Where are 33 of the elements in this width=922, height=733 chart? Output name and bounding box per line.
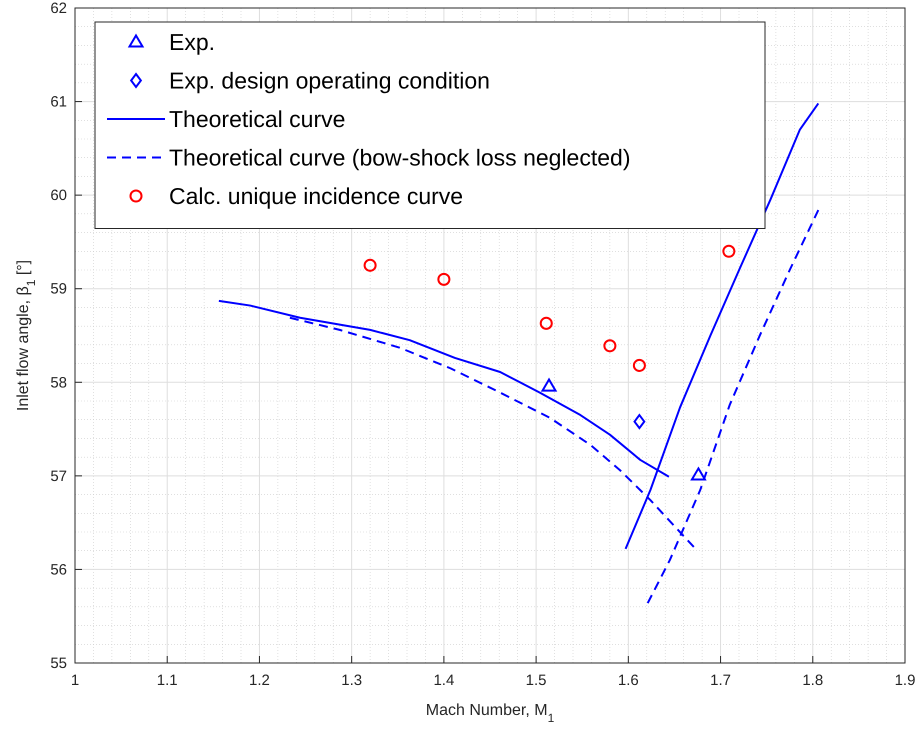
x-tick-label: 1.3 (341, 672, 362, 689)
point (603, 339, 616, 352)
x-tick-label: 1.7 (710, 672, 731, 689)
x-axis-title: Mach Number, M$_{1}$ (426, 702, 555, 725)
legend-label: Theoretical curve (169, 106, 346, 132)
point (542, 378, 557, 392)
x-tick-label: 1.8 (802, 672, 824, 689)
x-tick-label: 1.2 (249, 672, 270, 689)
x-tick-label: 1.6 (618, 672, 639, 689)
y-tick-label: 62 (50, 0, 67, 17)
x-tick-label: 1.5 (526, 672, 547, 689)
x-tick-label: 1.1 (156, 672, 178, 689)
legend-label: Calc. unique incidence curve (169, 183, 464, 209)
point (634, 414, 646, 430)
legend-label: Exp. design operating condition (169, 68, 490, 94)
y-tick-label: 60 (50, 187, 67, 204)
point (722, 244, 736, 258)
point (437, 272, 450, 286)
point (364, 258, 377, 272)
y-tick-label: 57 (50, 468, 67, 485)
x-tick-label: 1.4 (433, 672, 454, 689)
x-tick-label: 1.9 (894, 672, 916, 689)
point (632, 358, 646, 372)
y-tick-label: 61 (50, 94, 67, 111)
legend-label: Exp. (169, 29, 216, 55)
y-tick-label: 59 (50, 280, 67, 298)
y-tick-label: 55 (50, 655, 67, 672)
x-tick-label: 1 (70, 672, 80, 689)
y-tick-label: 58 (50, 374, 67, 392)
point (690, 467, 706, 480)
point (540, 316, 553, 330)
legend-label: Theoretical curve (bow-shock loss neglected) (169, 144, 630, 170)
y-tick-label: 56 (50, 561, 67, 578)
